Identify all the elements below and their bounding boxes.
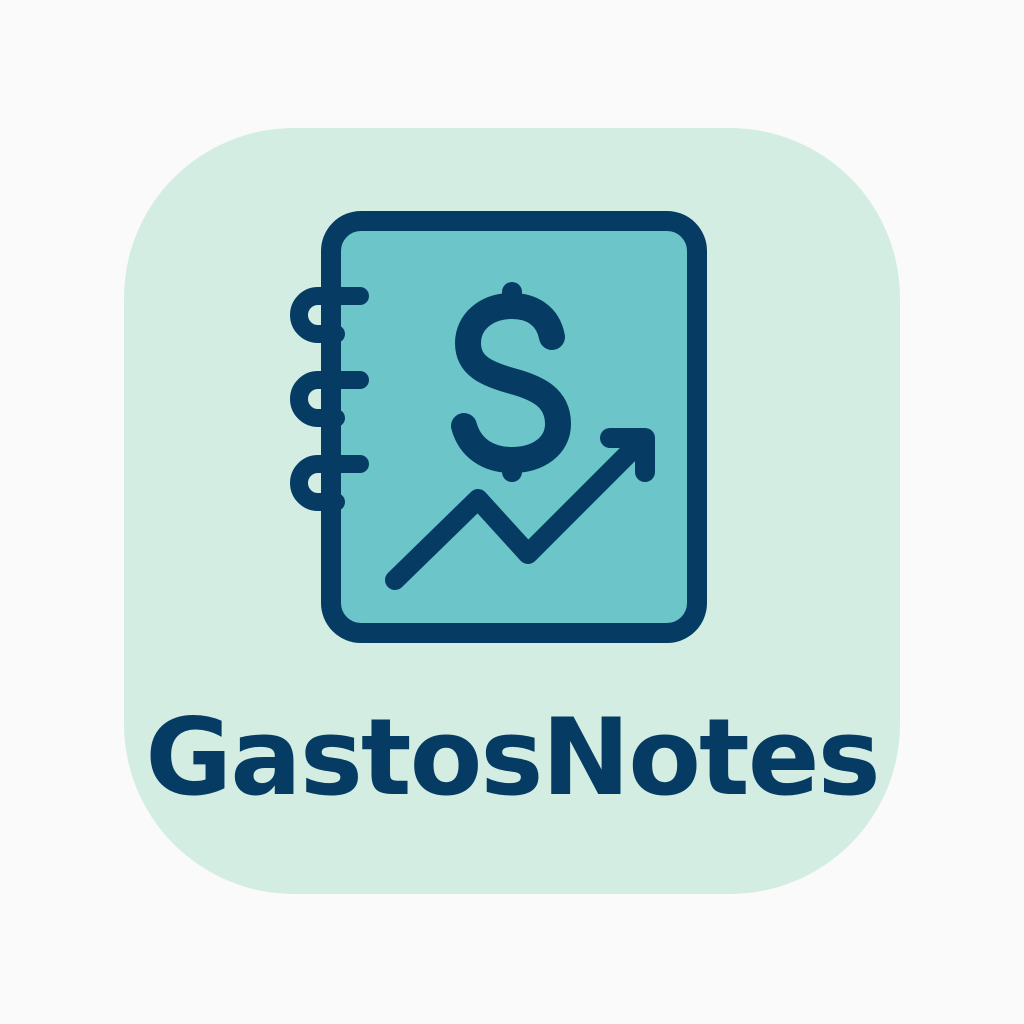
dollar-sign-icon [451, 282, 572, 482]
spiral-ring-bottom [290, 455, 369, 511]
app-name-text: GastosNotes [145, 696, 880, 819]
spiral-ring-middle [290, 371, 369, 427]
spiral-ring-top [290, 287, 369, 343]
spiral-rings-icon [290, 287, 369, 511]
trend-arrow-icon [385, 428, 655, 590]
